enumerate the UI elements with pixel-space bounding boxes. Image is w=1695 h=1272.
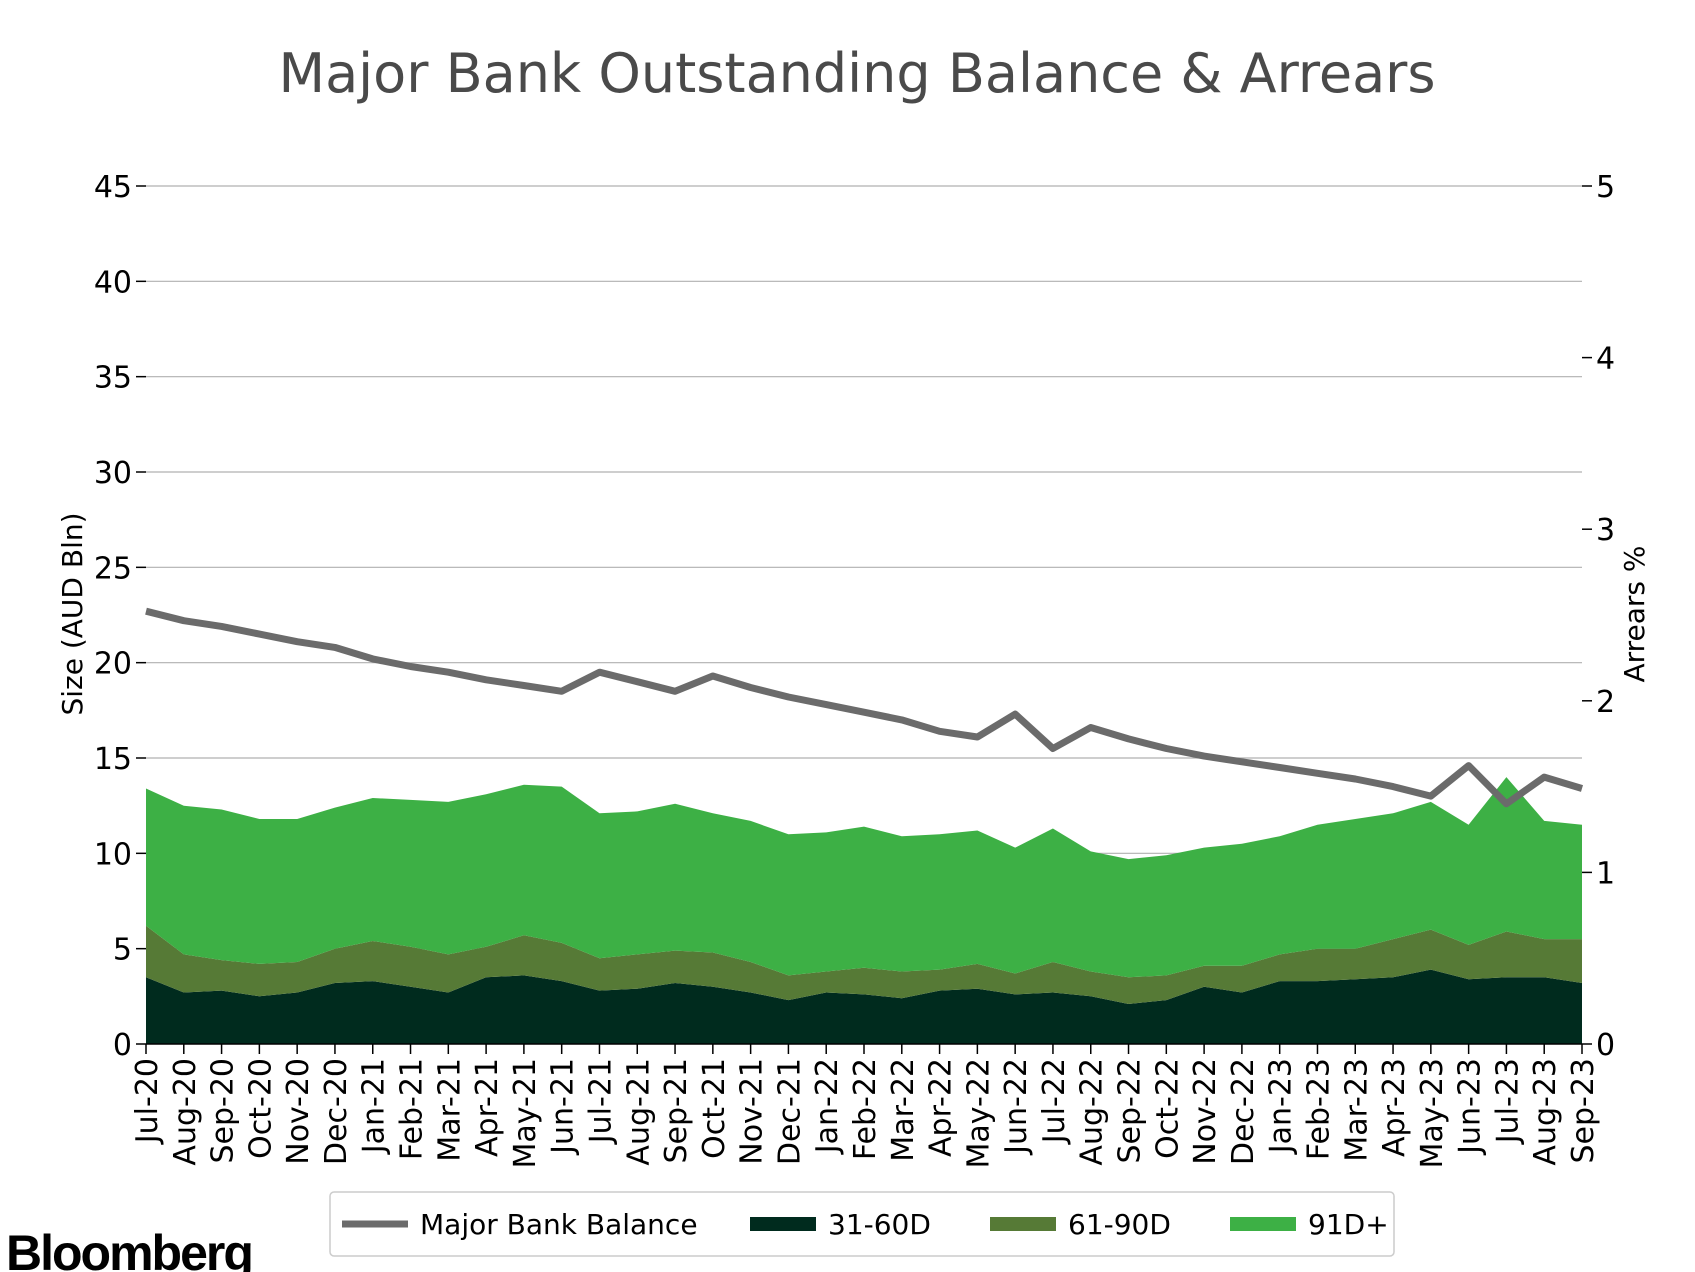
x-tick-label: Dec-22 <box>1226 1058 1261 1165</box>
x-tick-label: May-23 <box>1415 1058 1450 1169</box>
x-tick-label: Feb-23 <box>1302 1058 1337 1160</box>
x-tick-label: Jan-22 <box>810 1058 845 1155</box>
left-tick-label: 20 <box>94 647 132 682</box>
x-tick-label: Jan-23 <box>1264 1058 1299 1155</box>
x-tick-label: Apr-21 <box>470 1058 505 1157</box>
left-tick-label: 10 <box>94 837 132 872</box>
x-tick-label: Oct-21 <box>697 1058 732 1159</box>
x-tick-label: Sep-23 <box>1566 1058 1601 1164</box>
x-tick-label: Jan-21 <box>357 1058 392 1155</box>
x-tick-label: Jul-21 <box>584 1058 619 1145</box>
chart-title: Major Bank Outstanding Balance & Arrears <box>278 42 1435 105</box>
bloomberg-logo: Bloomberg <box>6 1225 252 1272</box>
x-tick-label: Mar-21 <box>432 1058 467 1162</box>
x-axis: Jul-20 Aug-20 Sep-20 Oct-20 Nov-20 Dec-20 Jan-… <box>130 1043 1601 1169</box>
left-y-axis: 0 5 10 15 20 25 30 35 40 45 <box>94 170 146 1063</box>
area-31-60d <box>146 969 1582 1044</box>
x-tick-label: Dec-20 <box>319 1058 354 1165</box>
x-tick-label: Aug-21 <box>621 1058 656 1166</box>
legend: Major Bank Balance 31-60D 61-90D 91D+ <box>329 1191 1395 1257</box>
x-tick-label: Jun-23 <box>1453 1058 1488 1156</box>
left-tick-label: 40 <box>94 265 132 300</box>
x-tick-label: Apr-22 <box>924 1058 959 1157</box>
right-tick-label: 0 <box>1596 1028 1615 1063</box>
x-tick-label: Jul-22 <box>1037 1058 1072 1145</box>
x-tick-label: Feb-22 <box>848 1058 883 1160</box>
left-tick-label: 30 <box>94 456 132 491</box>
legend-swatch-91d- <box>1230 1217 1296 1231</box>
legend-swatch-31-60d <box>750 1217 816 1231</box>
x-tick-label: Oct-22 <box>1150 1058 1185 1159</box>
x-tick-label: Feb-21 <box>395 1058 430 1160</box>
left-tick-label: 5 <box>113 933 132 968</box>
left-tick-label: 35 <box>94 361 132 396</box>
legend-label-31-60d: 31-60D <box>828 1208 931 1241</box>
x-tick-label: May-21 <box>508 1058 543 1169</box>
major-bank-balance-line <box>145 607 1584 808</box>
legend-items: Major Bank Balance 31-60D 61-90D 91D+ <box>342 1208 1389 1241</box>
right-tick-label: 3 <box>1596 513 1615 548</box>
x-tick-label: Nov-21 <box>735 1058 770 1165</box>
x-tick-label: Jun-22 <box>999 1058 1034 1156</box>
x-tick-label: Jul-20 <box>130 1058 165 1145</box>
left-tick-label: 15 <box>94 742 132 777</box>
left-axis-label: Size (AUD Bln) <box>56 512 89 715</box>
x-tick-label: Apr-23 <box>1377 1058 1412 1157</box>
legend-label-91d-: 91D+ <box>1308 1208 1389 1241</box>
area-61-90d <box>146 925 1582 1004</box>
x-tick-label: Nov-22 <box>1188 1058 1223 1165</box>
x-tick-label: Dec-21 <box>772 1058 807 1165</box>
legend-label-61-90d: 61-90D <box>1068 1208 1171 1241</box>
right-tick-label: 1 <box>1596 856 1615 891</box>
right-tick-label: 4 <box>1596 342 1615 377</box>
x-tick-label: Aug-20 <box>168 1058 203 1166</box>
left-tick-label: 0 <box>113 1028 132 1063</box>
x-tick-label: Jun-21 <box>546 1058 581 1156</box>
right-y-axis: 0 1 2 3 4 5 <box>1582 170 1615 1063</box>
x-tick-label: Nov-20 <box>281 1058 316 1165</box>
legend-label-major-bank-balance: Major Bank Balance <box>420 1208 698 1241</box>
area-91d- <box>146 777 1582 978</box>
x-tick-label: Oct-20 <box>243 1058 278 1159</box>
x-tick-label: May-22 <box>961 1058 996 1169</box>
right-tick-label: 5 <box>1596 170 1615 205</box>
x-tick-label: Aug-23 <box>1528 1058 1563 1166</box>
x-tick-label: Sep-21 <box>659 1058 694 1164</box>
legend-box <box>329 1191 1395 1257</box>
x-tick-label: Jul-23 <box>1490 1058 1525 1145</box>
stacked-areas <box>146 777 1582 1044</box>
balance-line-layer <box>145 607 1584 808</box>
left-tick-label: 25 <box>94 551 132 586</box>
right-axis-label: Arrears % <box>1618 545 1651 682</box>
right-tick-label: 2 <box>1596 685 1615 720</box>
x-tick-label: Sep-22 <box>1113 1058 1148 1164</box>
x-tick-label: Mar-22 <box>886 1058 921 1162</box>
x-tick-label: Sep-20 <box>206 1058 241 1164</box>
left-tick-label: 45 <box>94 170 132 205</box>
x-tick-label: Mar-23 <box>1339 1058 1374 1162</box>
x-tick-label: Aug-22 <box>1075 1058 1110 1166</box>
legend-swatch-61-90d <box>990 1217 1056 1231</box>
